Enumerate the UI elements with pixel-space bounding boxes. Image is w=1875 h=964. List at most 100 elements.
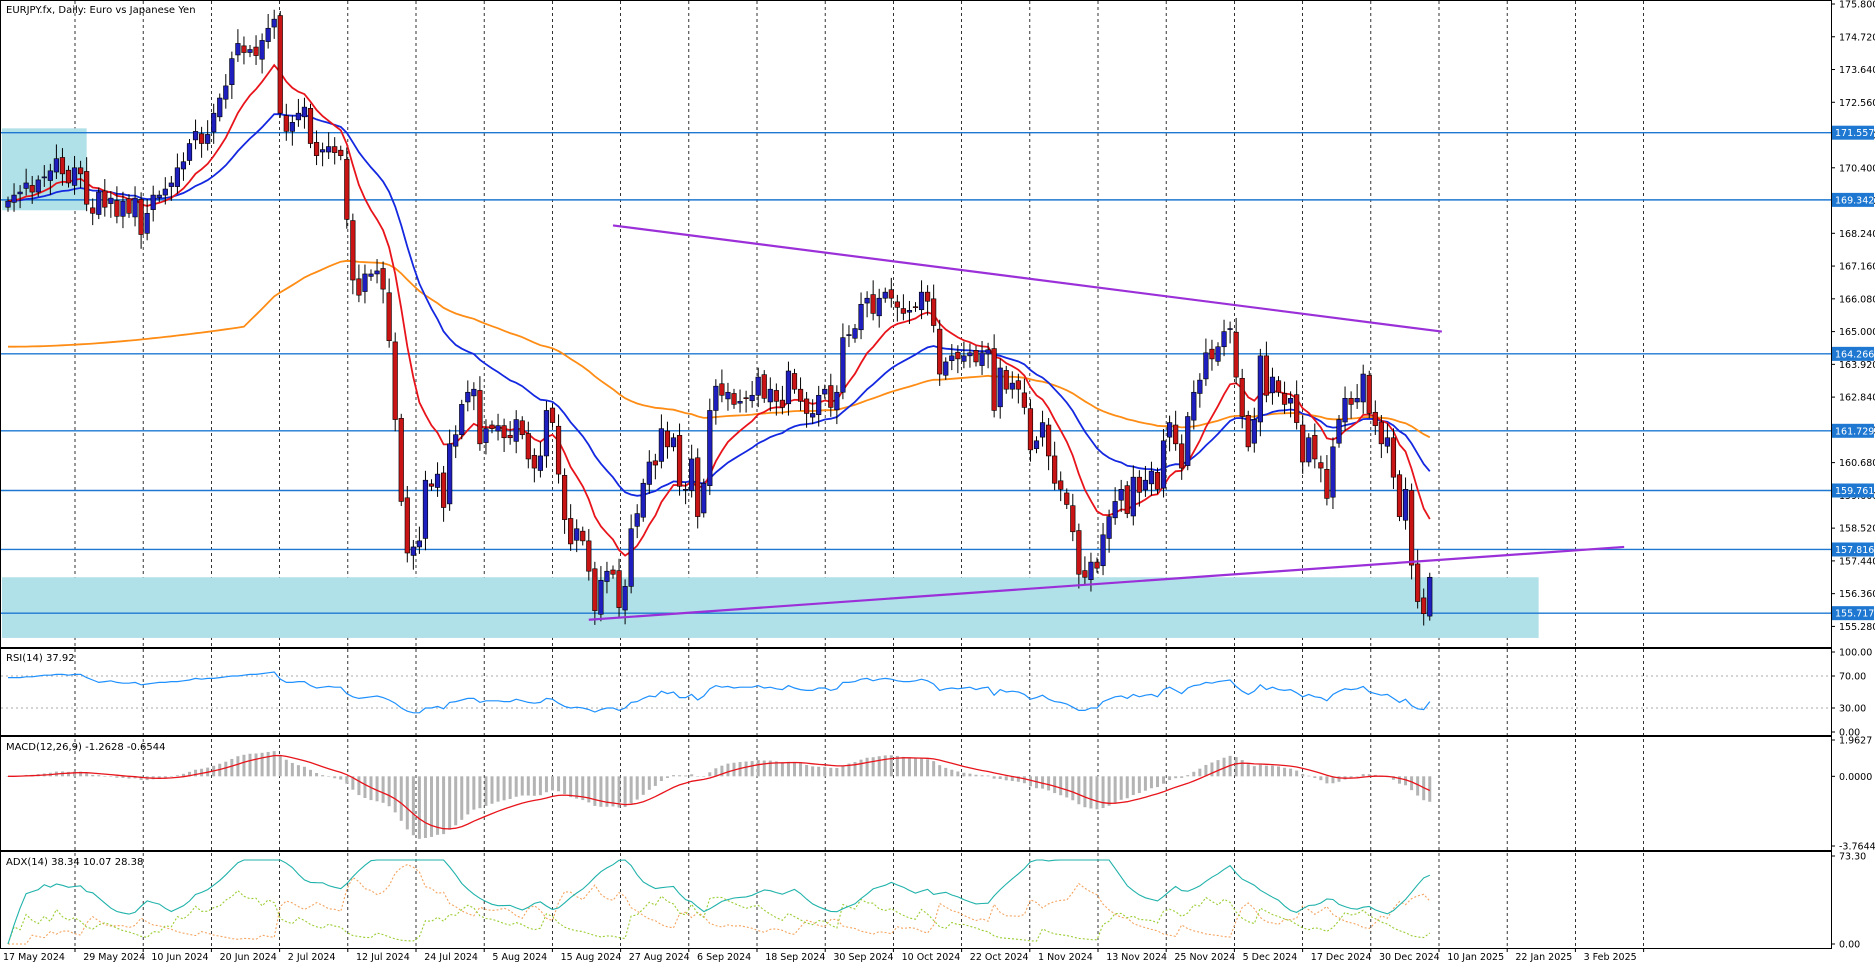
candle[interactable] [428,479,435,491]
candle[interactable] [676,423,683,496]
candle[interactable] [1378,414,1384,459]
candle[interactable] [326,132,332,159]
candle[interactable] [1070,493,1076,542]
candle[interactable] [658,414,664,469]
candle[interactable] [1251,407,1257,453]
candle[interactable] [17,185,23,209]
candle[interactable] [1245,410,1251,452]
candle[interactable] [949,344,955,371]
candle[interactable] [1390,428,1397,490]
candle[interactable] [1215,342,1221,366]
candle[interactable] [1003,365,1009,394]
candle[interactable] [332,137,338,165]
candle[interactable] [1300,415,1306,474]
candle[interactable] [598,566,604,622]
candle[interactable] [1348,391,1354,419]
candle[interactable] [114,186,120,224]
candle[interactable] [670,433,677,452]
candle[interactable] [41,165,47,187]
candle[interactable] [180,152,187,181]
candle[interactable] [937,319,943,386]
candle[interactable] [749,381,755,408]
candle[interactable] [1384,423,1390,454]
candle[interactable] [217,93,223,122]
candle[interactable] [1046,418,1052,471]
candle[interactable] [1076,523,1082,589]
candle[interactable] [489,420,495,434]
candle[interactable] [283,103,289,141]
candle[interactable] [1415,549,1421,609]
candle[interactable] [1324,455,1330,506]
candle[interactable] [646,450,652,494]
candle[interactable] [1330,437,1336,510]
candle[interactable] [1372,400,1378,436]
candle[interactable] [531,448,537,483]
candle[interactable] [186,138,193,166]
candle[interactable] [392,332,398,432]
candle[interactable] [586,529,592,581]
candle[interactable] [682,482,689,505]
candle[interactable] [313,130,320,166]
candle[interactable] [689,444,695,498]
candle[interactable] [664,421,671,459]
candle[interactable] [78,160,84,189]
candle[interactable] [307,103,314,149]
candle[interactable] [864,291,870,318]
candle[interactable] [1269,367,1276,405]
candle[interactable] [1281,381,1288,414]
candle[interactable] [1275,376,1282,397]
candle[interactable] [90,198,96,226]
candle[interactable] [1167,415,1173,452]
candle[interactable] [1263,341,1269,403]
candle[interactable] [211,103,217,144]
candle[interactable] [882,287,888,303]
candle[interactable] [1191,380,1197,430]
candle[interactable] [1396,470,1403,522]
candle[interactable] [743,390,749,413]
candle[interactable] [628,514,634,594]
resistance-trendline[interactable] [612,224,1442,333]
candle[interactable] [979,340,985,375]
candle[interactable] [1427,572,1433,621]
candle[interactable] [65,165,72,188]
candle[interactable] [453,425,459,459]
candle[interactable] [277,10,283,118]
candle[interactable] [513,410,519,454]
candle[interactable] [967,343,973,368]
candle[interactable] [834,385,840,425]
candle[interactable] [386,278,392,348]
candle[interactable] [810,399,816,425]
candle[interactable] [1294,380,1300,430]
candle[interactable] [991,334,997,418]
candle[interactable] [906,300,913,324]
candle[interactable] [1136,470,1142,507]
candle[interactable] [235,29,241,62]
candle[interactable] [610,565,616,579]
candle[interactable] [761,370,767,403]
candle[interactable] [241,36,247,65]
candle[interactable] [955,345,961,374]
candle[interactable] [192,119,199,150]
candle[interactable] [205,120,211,151]
candle[interactable] [84,157,90,212]
candle[interactable] [1064,488,1070,510]
candle[interactable] [71,155,78,195]
candle[interactable] [174,153,181,194]
candle[interactable] [1342,386,1348,432]
candle[interactable] [108,191,114,218]
candle[interactable] [828,373,834,417]
candle[interactable] [434,462,441,497]
candle[interactable] [1233,317,1239,385]
candle[interactable] [1257,348,1263,437]
candle[interactable] [223,74,229,109]
candle[interactable] [707,398,713,496]
candle[interactable] [931,284,937,333]
candle[interactable] [1082,556,1088,585]
candle[interactable] [961,341,967,369]
candle[interactable] [29,175,35,204]
candle[interactable] [912,302,919,312]
candle[interactable] [888,277,894,308]
candle[interactable] [1052,441,1058,491]
candle[interactable] [580,526,586,546]
candle[interactable] [1160,428,1167,498]
